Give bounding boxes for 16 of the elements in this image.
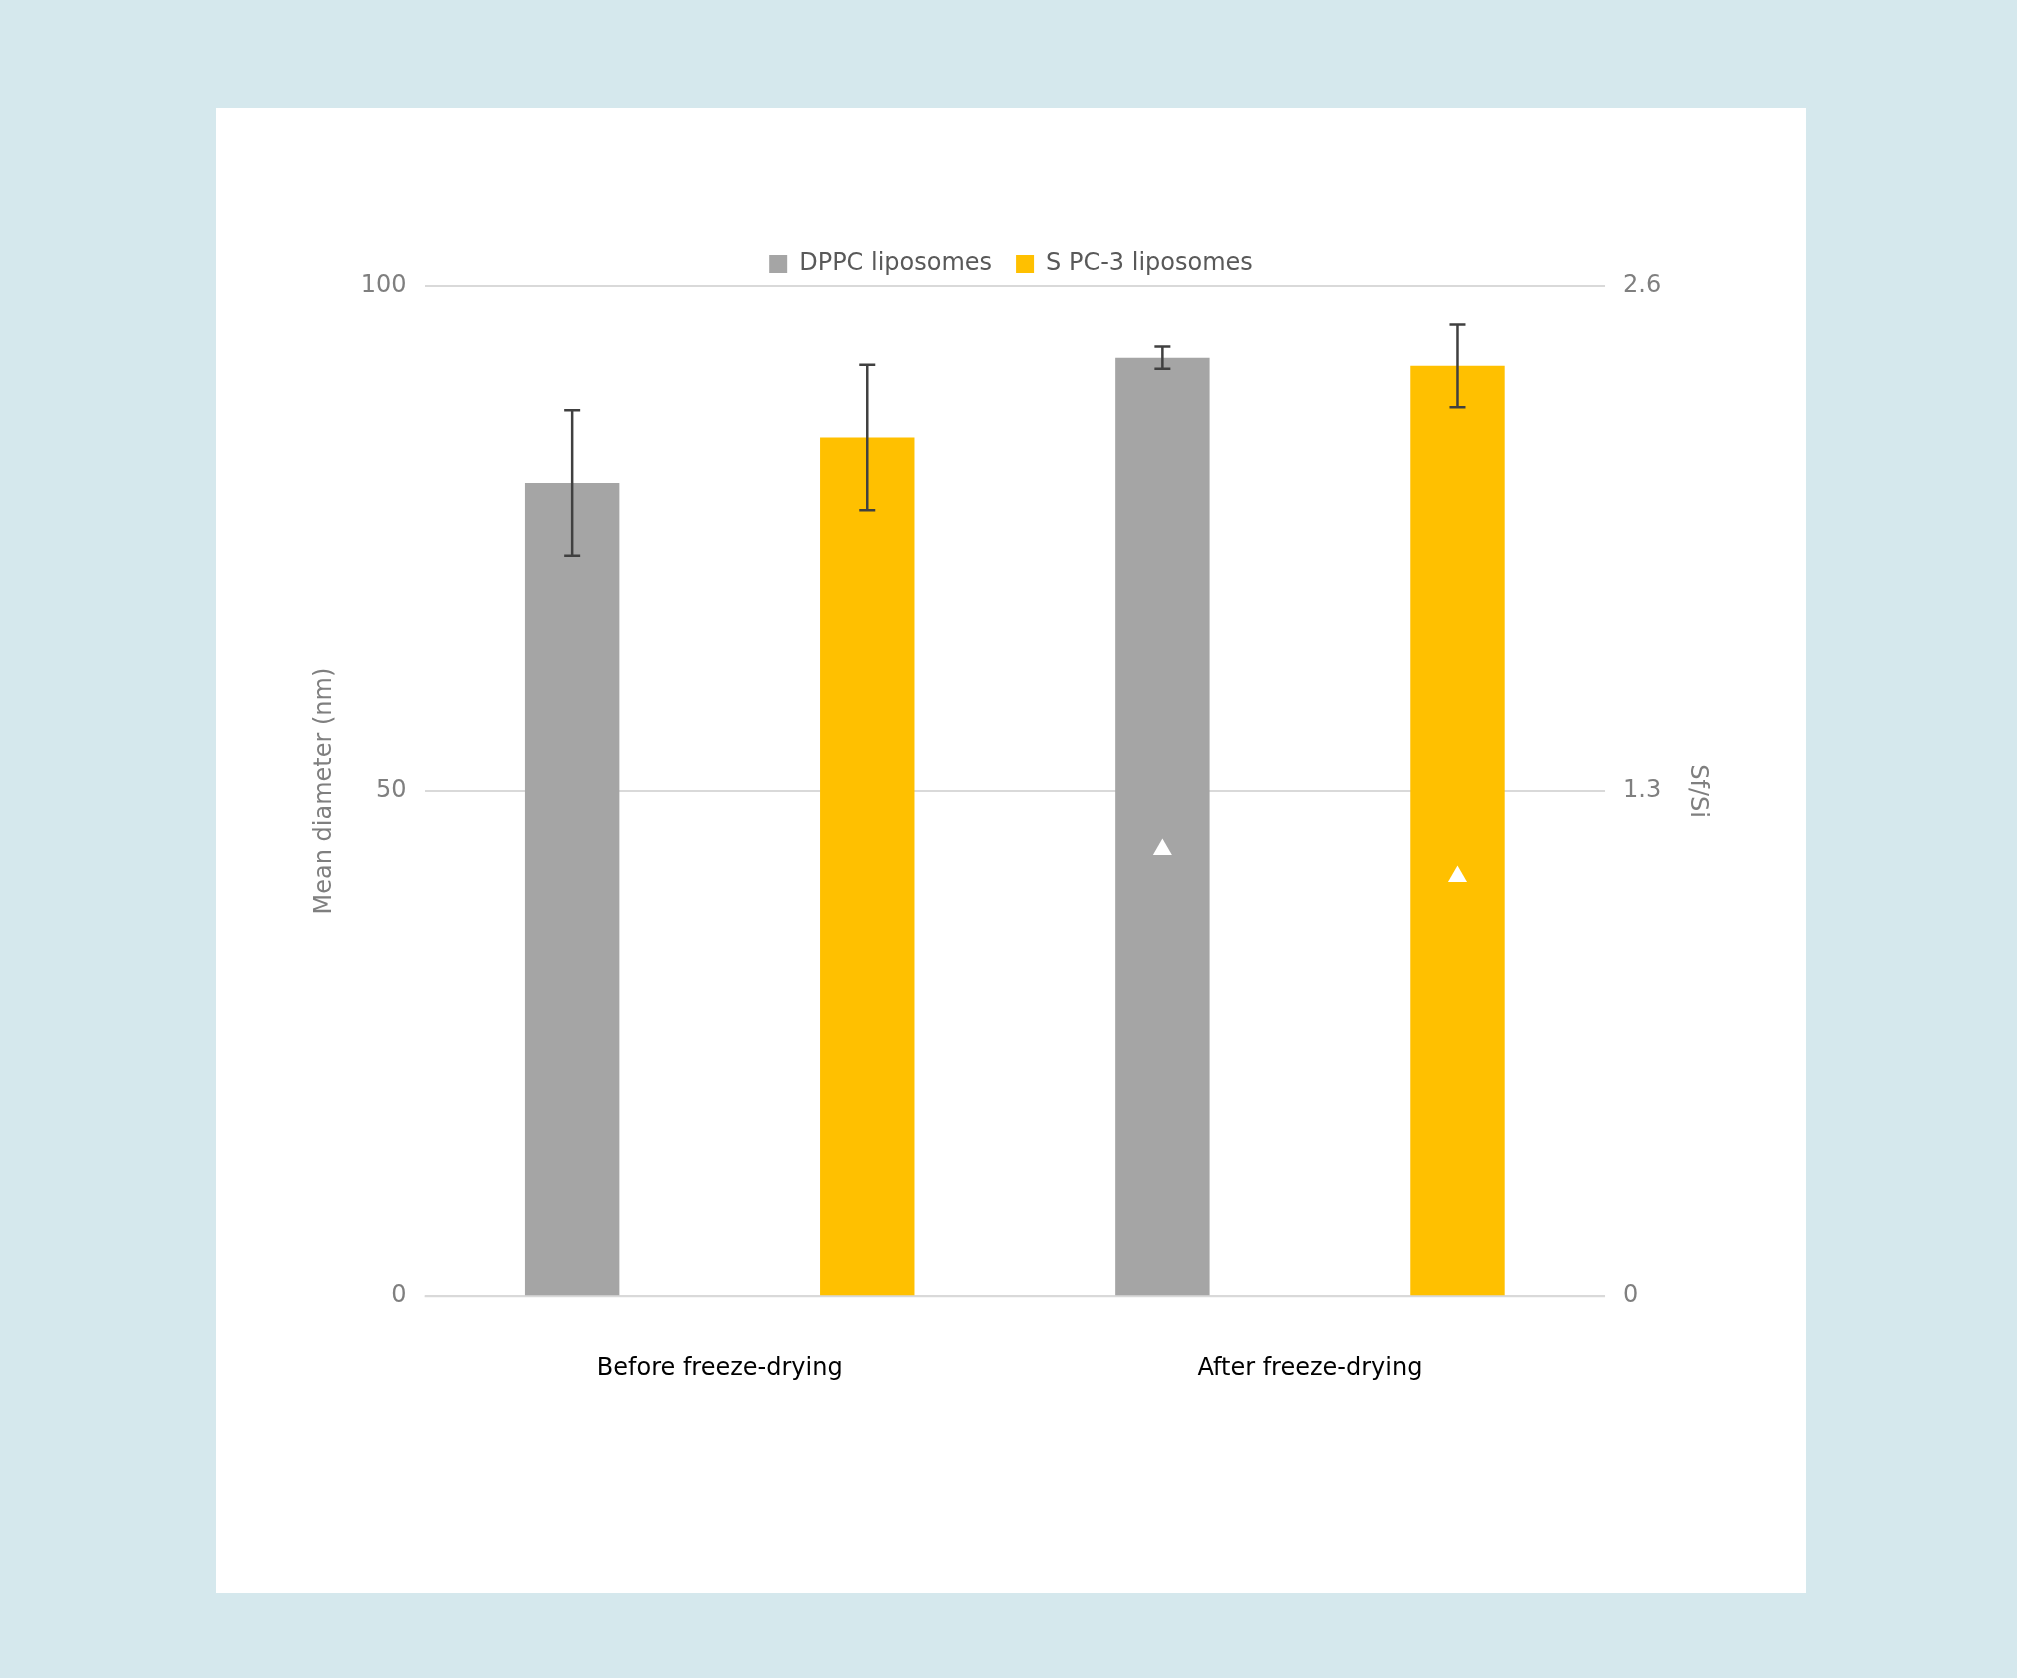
y-axis-title: Mean diameter (nm) [308,667,337,915]
y-tick-label: 0 [391,1280,407,1309]
bar [524,482,620,1296]
y2-tick-label: 0 [1623,1280,1639,1309]
bar [820,437,915,1296]
y2-axis-title: Sf/Si [1685,764,1714,818]
y2-tick-label: 2.6 [1623,270,1662,299]
x-tick-label: Before freeze-drying [596,1352,843,1381]
legend-label: S PC-3 liposomes [1046,248,1253,277]
x-tick-label: After freeze-drying [1197,1352,1423,1381]
y2-tick-label: 1.3 [1623,775,1662,804]
y-tick-label: 50 [376,775,407,804]
bar [1410,365,1505,1296]
bar [1115,357,1210,1296]
legend-label: DPPC liposomes [799,248,993,277]
y-tick-label: 100 [360,270,407,299]
